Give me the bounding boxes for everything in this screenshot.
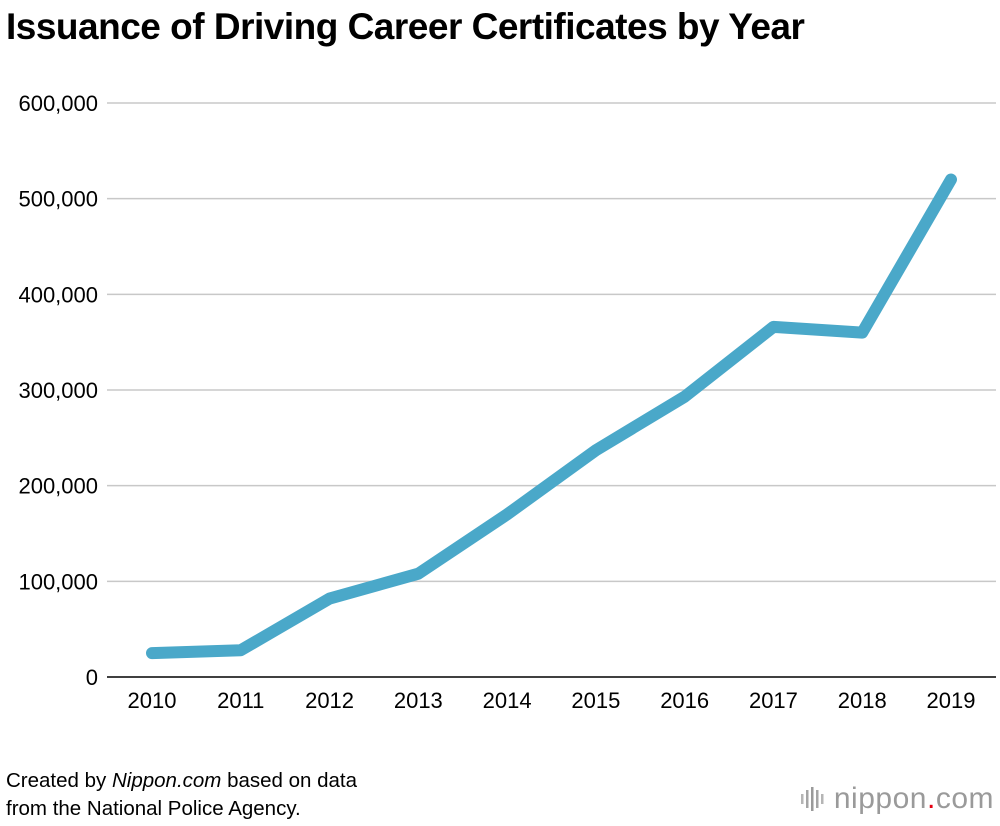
y-tick-label: 0: [86, 665, 98, 690]
credit-source-site: Nippon.com: [111, 769, 222, 792]
brand-dot: .: [926, 782, 936, 815]
y-axis-ticks: 0 100,000 200,000 300,000 400,000 500,000 600,…: [18, 91, 98, 690]
brand-logo: nippon.com: [800, 782, 994, 816]
x-tick-label: 2012: [305, 688, 354, 713]
line-chart: 0 100,000 200,000 300,000 400,000 500,000 600,…: [18, 91, 996, 713]
source-credit: Created by Nippon.com based on data from…: [6, 767, 357, 823]
x-tick-label: 2016: [660, 688, 709, 713]
y-tick-label: 600,000: [18, 91, 98, 116]
y-tick-label: 300,000: [18, 378, 98, 403]
x-tick-label: 2018: [838, 688, 887, 713]
brand-wordmark: nippon.com: [834, 782, 994, 816]
y-tick-label: 200,000: [18, 474, 98, 499]
x-tick-label: 2013: [394, 688, 443, 713]
gridlines: [107, 102, 996, 678]
credit-line-1: Created by Nippon.com based on data: [6, 767, 357, 795]
x-tick-label: 2019: [927, 688, 976, 713]
x-tick-label: 2011: [217, 688, 264, 713]
x-tick-label: 2014: [483, 688, 532, 713]
credit-suffix: based on data: [221, 769, 358, 792]
x-axis-ticks: 2010 2011 2012 2013 2014 2015 2016 2017 2018 2019: [128, 688, 976, 713]
brand-name: nippon: [833, 782, 927, 815]
x-tick-label: 2017: [749, 688, 798, 713]
chart-title: Issuance of Driving Career Certificates …: [6, 6, 805, 47]
series-layer: [146, 173, 957, 660]
credit-line-2: from the National Police Agency.: [6, 797, 301, 820]
credit-prefix: Created by: [6, 769, 112, 792]
nippon-bars-icon: [800, 787, 824, 811]
x-tick-label: 2015: [571, 688, 620, 713]
y-tick-label: 500,000: [18, 187, 98, 212]
series-line: [146, 173, 957, 660]
y-tick-label: 100,000: [18, 569, 98, 594]
brand-tld: com: [935, 782, 994, 815]
y-tick-label: 400,000: [18, 282, 98, 307]
x-tick-label: 2010: [128, 688, 177, 713]
